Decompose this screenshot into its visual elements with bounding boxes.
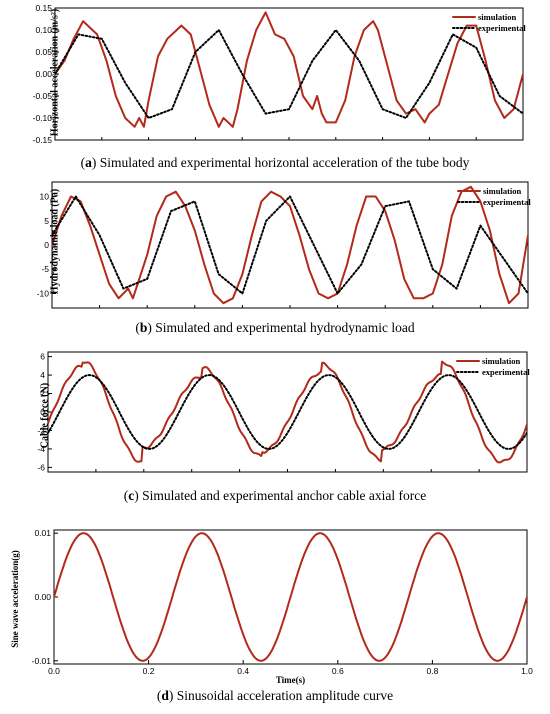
ytick-label-d: 0.00 [34,592,51,602]
ytick-label-b: 0 [44,240,49,250]
ytick-label-c: -6 [37,462,45,472]
ytick-label-a: -0.10 [33,113,53,123]
caption-letter-c: c [128,488,135,503]
caption-a: (a) Simulated and experimental horizonta… [80,155,470,170]
caption-letter-b: b [139,320,148,335]
caption-d: (d) Sinusoidal acceleration amplitude cu… [156,688,394,703]
xtick-label-d: 0.8 [426,666,438,676]
series-simulation-b [52,185,528,305]
caption-text-c: Simulated and experimental anchor cable … [142,488,427,503]
legend-label-experimental: experimental [482,367,530,377]
ytick-label-b: 10 [40,192,50,202]
xtick-label-d: 0.4 [237,666,249,676]
series-sine-d [54,532,527,662]
panel-d: -0.01 0.00 0.01 0.0 0.2 0.4 0.6 0.8 1.0 Time(s) [32,528,534,685]
ytick-label-a: 0.15 [35,3,52,13]
ytick-label-a: 0.00 [35,69,52,79]
ytick-label-b: -5 [41,264,49,274]
ylabel-c: Cable force (N) [39,382,51,449]
ytick-label-c: 2 [40,389,45,399]
caption-text-a: Simulated and experimental horizontal ac… [99,155,470,170]
panel-a: -0.15 -0.10 -0.05 0.00 0.05 0.10 0.15 simulatio… [33,3,527,145]
series-experimental-c [48,374,527,450]
series-group-a [55,11,523,128]
ytick-label-c: 0 [40,407,45,417]
caption-c: (c) Simulated and experimental anchor ca… [123,488,427,503]
ytick-label-a: 0.10 [35,25,52,35]
series-experimental-b [52,195,528,295]
caption-letter-a: a [85,155,92,170]
ytick-label-c: -4 [37,444,45,454]
caption-text-d: Sinusoidal acceleration amplitude curve [176,688,394,703]
ytick-label-b: 5 [44,216,49,226]
caption-letter-d: d [161,688,169,703]
legend-label-simulation: simulation [482,356,521,366]
xtick-label-d: 0.2 [143,666,155,676]
xtick-label-d: 0.6 [332,666,344,676]
ylabel-b: Hydrodynamic load (Pa) [49,188,61,295]
xlabel-d: Time(s) [276,675,305,685]
series-experimental-a [55,29,523,119]
series-group-b [52,185,528,305]
xtick-label-d: 0.0 [48,666,60,676]
ytick-label-a: -0.15 [33,135,53,145]
xtick-label-d: 1.0 [521,666,533,676]
series-group-d [54,532,527,662]
series-group-c [48,360,527,464]
ytick-label-c: -2 [37,425,45,435]
series-simulation-c [48,360,527,464]
ylabel-d: Sine wave acceleration(g) [10,550,20,648]
legend-label-experimental: experimental [483,197,531,207]
series-simulation-a [55,11,523,128]
ytick-label-b: -10 [37,288,50,298]
ytick-label-d: -0.01 [32,656,52,666]
ytick-label-a: -0.05 [33,91,53,101]
legend-label-experimental: experimental [478,23,526,33]
legend-label-simulation: simulation [483,186,522,196]
ytick-label-c: 6 [40,352,45,362]
ylabel-a: Horizontal acceleration (m/s²) [49,8,61,137]
legend-label-simulation: simulation [478,12,517,22]
caption-text-b: Simulated and experimental hydrodynamic … [155,320,415,335]
caption-b: (b) Simulated and experimental hydrodyna… [135,320,415,335]
ytick-label-d: 0.01 [34,528,51,538]
ytick-label-a: 0.05 [35,47,52,57]
ytick-label-c: 4 [40,370,45,380]
